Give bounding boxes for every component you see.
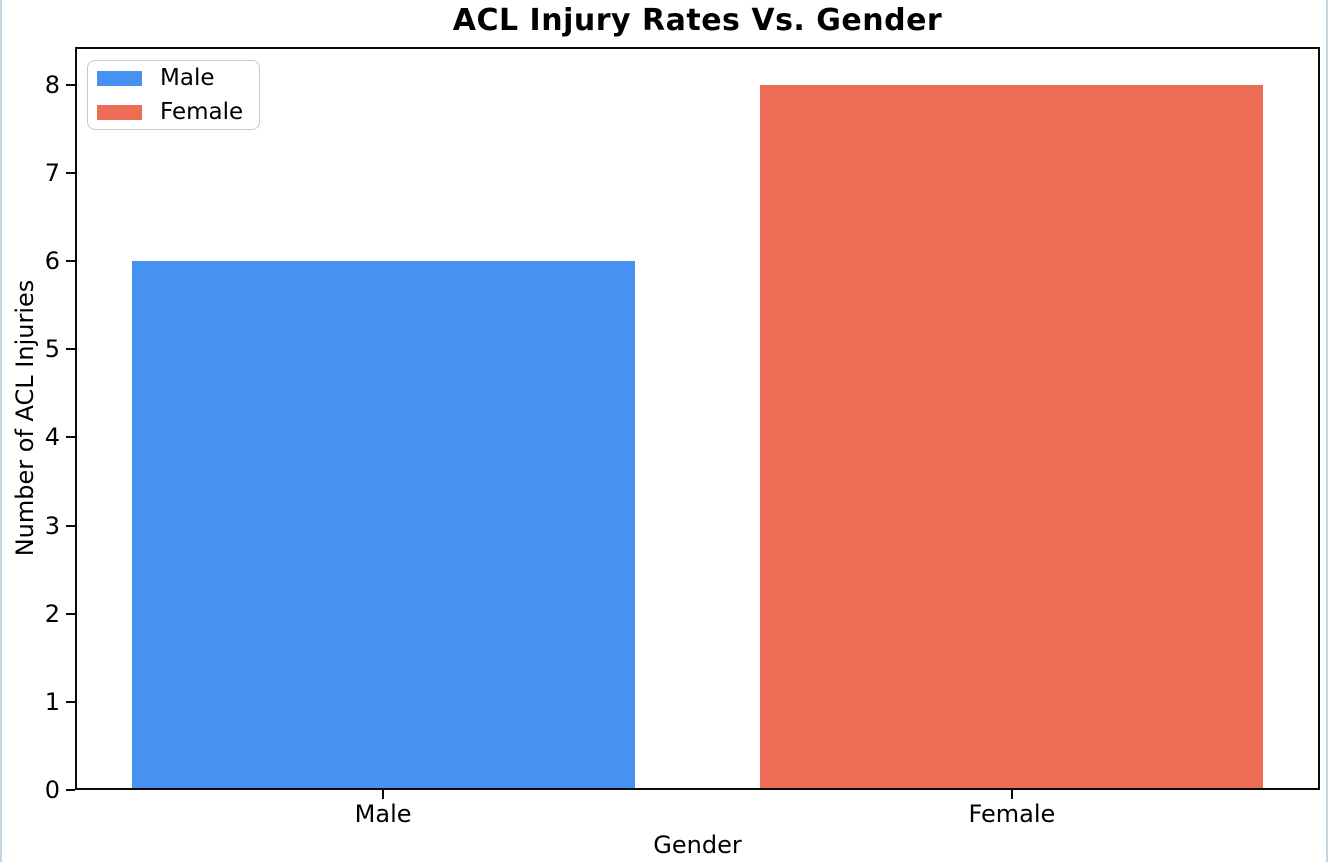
legend: Male Female [87, 60, 261, 130]
legend-label: Female [160, 99, 244, 125]
y-tick-mark [66, 789, 75, 791]
x-tick-mark [382, 790, 385, 799]
y-tick-mark [66, 524, 75, 527]
y-tick-mark [66, 172, 75, 174]
chart-title: ACL Injury Rates Vs. Gender [452, 3, 943, 38]
legend-entry-male: Male [88, 61, 259, 95]
y-tick-label: 2 [44, 599, 60, 628]
legend-swatch-male [97, 70, 142, 86]
y-tick-label: 7 [44, 159, 60, 187]
y-tick-label: 5 [44, 335, 60, 364]
y-tick-mark [66, 83, 75, 86]
legend-swatch-female [97, 104, 142, 120]
y-axis-label: Number of ACL Injuries [11, 279, 39, 557]
y-tick-mark [66, 260, 75, 263]
legend-label: Male [160, 65, 215, 91]
bar-female [760, 84, 1264, 790]
y-tick-mark [66, 700, 75, 703]
y-tick-mark [66, 612, 75, 615]
x-tick-label-male: Male [354, 800, 412, 828]
y-tick-mark [66, 436, 75, 439]
bar-male [131, 261, 635, 790]
x-tick-mark [1010, 790, 1013, 799]
y-tick-label: 4 [44, 423, 60, 452]
y-tick-label: 3 [44, 511, 60, 540]
y-tick-label: 6 [44, 247, 60, 276]
y-tick-label: 1 [44, 687, 60, 716]
y-tick-label: 0 [44, 776, 60, 804]
y-tick-mark [66, 348, 75, 351]
x-tick-label-female: Female [968, 800, 1056, 828]
y-tick-label: 8 [44, 70, 60, 99]
x-axis-label: Gender [653, 831, 742, 859]
legend-entry-female: Female [88, 95, 259, 129]
